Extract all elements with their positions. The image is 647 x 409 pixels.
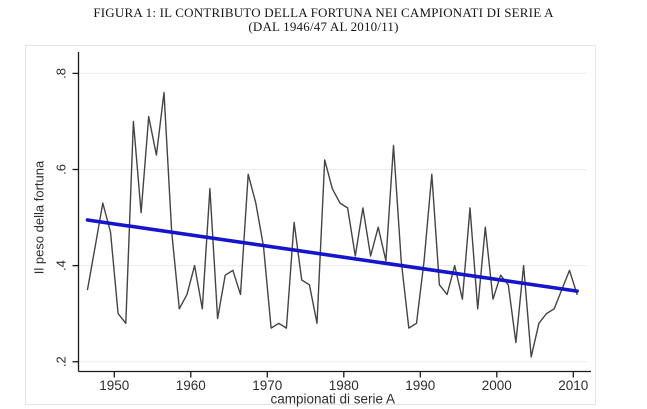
x-tick-label: 2010: [558, 378, 588, 393]
x-tick-label: 1980: [329, 378, 359, 393]
y-tick-label: .2: [53, 356, 68, 367]
figure-title: FIGURA 1: IL CONTRIBUTO DELLA FORTUNA NE…: [0, 6, 647, 34]
y-tick-label: .8: [53, 68, 68, 79]
y-axis-title: Il peso della fortuna: [31, 160, 46, 274]
x-axis-title: campionati di serie A: [271, 392, 396, 407]
x-tick-label: 1970: [252, 378, 282, 393]
figure-title-line1: FIGURA 1: IL CONTRIBUTO DELLA FORTUNA NE…: [93, 5, 554, 20]
linear-trend-line: [85, 218, 579, 293]
x-tick-label: 2000: [482, 378, 512, 393]
y-tick-label: .6: [53, 164, 68, 175]
figure-title-line2: (DAL 1946/47 AL 2010/11): [248, 19, 399, 34]
x-tick-label: 1960: [176, 378, 206, 393]
y-tick-label: .4: [53, 260, 68, 271]
x-tick-label: 1950: [99, 378, 129, 393]
fortuna-series-line: [86, 91, 578, 358]
x-tick-label: 1990: [405, 378, 435, 393]
